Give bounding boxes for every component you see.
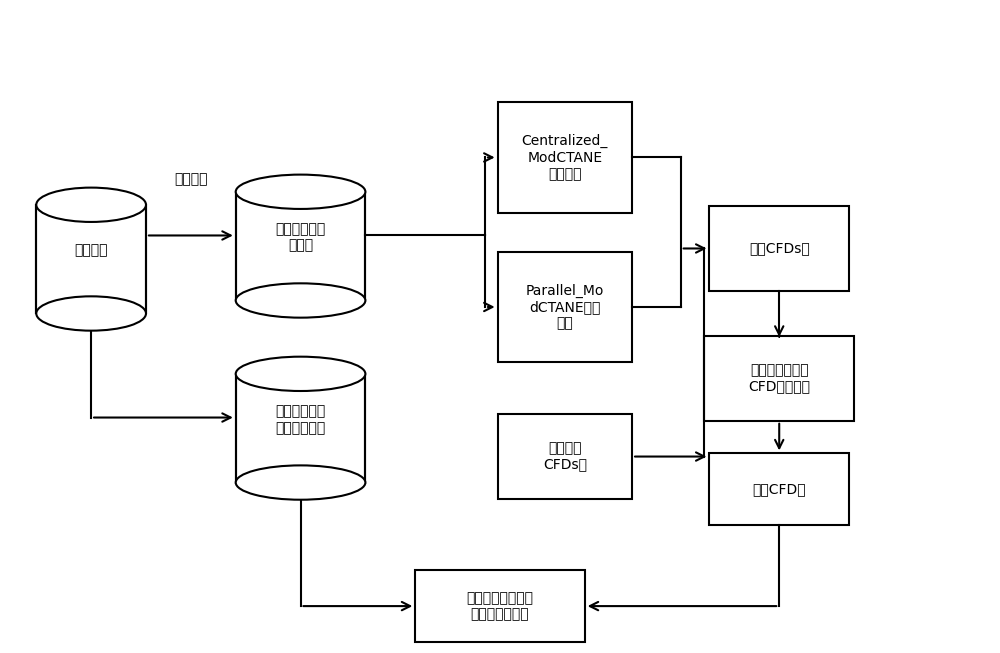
Ellipse shape	[236, 466, 365, 500]
Text: 基于知识过滤的
CFD过滤模型: 基于知识过滤的 CFD过滤模型	[748, 364, 810, 394]
Text: 水情业务一致
性检测数据库: 水情业务一致 性检测数据库	[275, 404, 326, 435]
Ellipse shape	[36, 187, 146, 222]
Ellipse shape	[236, 283, 365, 317]
Text: 基于主数据的联表
不一致检测算法: 基于主数据的联表 不一致检测算法	[466, 591, 534, 621]
Ellipse shape	[236, 174, 365, 209]
Bar	[236, 192, 365, 300]
Bar	[236, 374, 365, 483]
Text: 水情业务挖掘
数据库: 水情业务挖掘 数据库	[275, 223, 326, 253]
Bar	[709, 453, 849, 525]
Ellipse shape	[36, 296, 146, 330]
Text: Centralized_
ModCTANE
挖掘算法: Centralized_ ModCTANE 挖掘算法	[522, 134, 608, 181]
Bar	[704, 336, 854, 421]
Text: 专家意见
CFDs集: 专家意见 CFDs集	[543, 441, 587, 471]
Text: 初步清洗: 初步清洗	[174, 172, 208, 186]
Text: 原始数据: 原始数据	[74, 244, 108, 257]
Bar	[498, 414, 632, 499]
Text: Parallel_Mo
dCTANE挖掘
算法: Parallel_Mo dCTANE挖掘 算法	[526, 283, 604, 330]
Text: 目标CFD集: 目标CFD集	[752, 482, 806, 496]
Bar	[415, 570, 585, 642]
Bar	[36, 205, 146, 313]
Ellipse shape	[236, 357, 365, 391]
Text: 候选CFDs集: 候选CFDs集	[749, 242, 810, 255]
Bar	[709, 206, 849, 291]
Bar	[498, 251, 632, 362]
Bar	[498, 102, 632, 213]
